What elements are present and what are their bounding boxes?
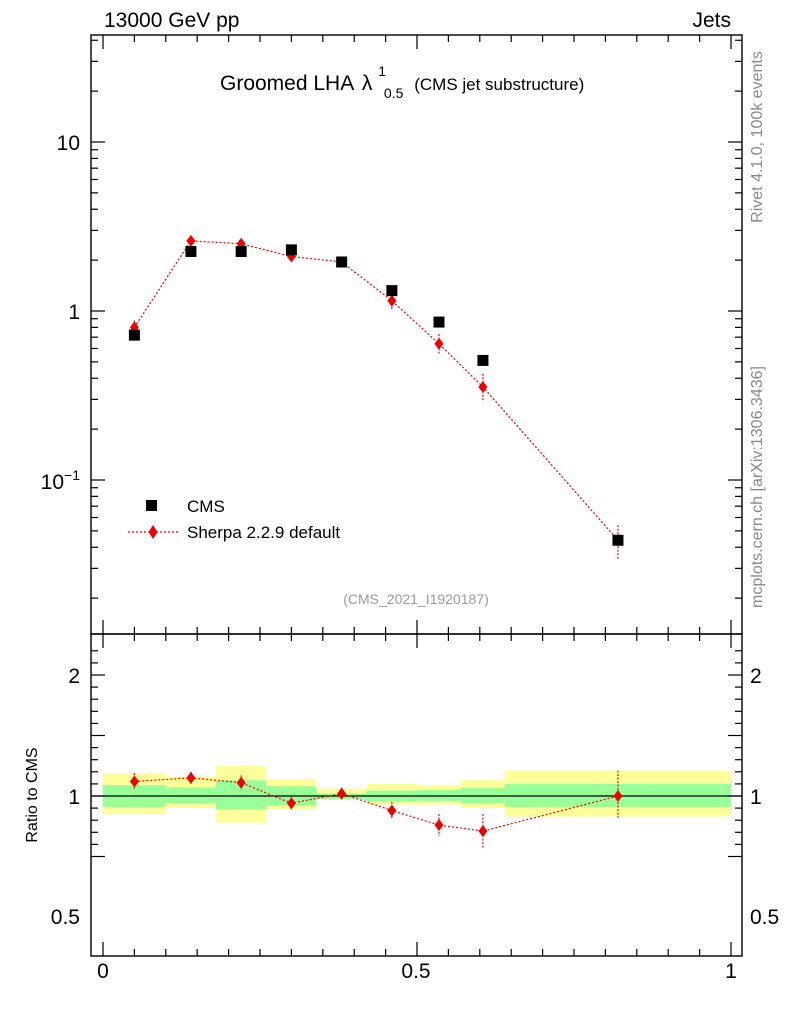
legend-cms-marker <box>146 500 157 511</box>
plot-title: Groomed LHA λ 1 0.5 (CMS jet substructur… <box>220 58 584 103</box>
xtick-label-1: 1 <box>725 960 737 983</box>
main-plot-marks <box>128 234 624 560</box>
svg-text:10−1: 10−1 <box>41 467 81 494</box>
xtick-label-0.5: 0.5 <box>401 960 430 983</box>
ratio-ytick-label-right-2: 2 <box>750 665 762 688</box>
cms-point-0 <box>128 329 140 341</box>
main-ytick-label-10: 10 <box>57 132 80 155</box>
ratio-error-bands <box>103 765 731 823</box>
ratio-ytick-label-right-0.5: 0.5 <box>750 906 779 929</box>
analysis-id: (CMS_2021_I1920187) <box>343 591 489 607</box>
cms-point-8 <box>612 534 624 546</box>
ratio-point-0 <box>129 775 139 788</box>
main-plot-frame <box>90 34 743 635</box>
plot-title-sup: 1 <box>378 63 386 79</box>
ratio-ylabel: Ratio to CMS <box>24 747 41 842</box>
ratio-point-5 <box>387 804 397 817</box>
ratio-ytick-label-right-1: 1 <box>750 786 762 809</box>
sherpa-point-7 <box>478 381 488 394</box>
ratio-plot-marks <box>129 770 623 849</box>
sherpa-point-3 <box>286 250 296 263</box>
sherpa-point-1 <box>186 234 196 247</box>
cms-point-7 <box>477 354 489 366</box>
ratio-point-2 <box>236 776 246 789</box>
ratio-point-8 <box>613 790 623 802</box>
ratio-point-3 <box>286 797 296 810</box>
plot-title-sub: 0.5 <box>384 85 404 101</box>
plot-title-main: Groomed LHA <box>220 72 354 95</box>
cms-point-3 <box>285 244 297 256</box>
plot-title-lambda: λ <box>362 72 373 95</box>
ratio-ytick-label-1: 1 <box>68 786 80 809</box>
sherpa-point-6 <box>434 337 444 350</box>
ratio-point-4 <box>337 787 347 800</box>
sherpa-line <box>133 240 619 541</box>
cms-point-2 <box>235 245 247 257</box>
mcplots-label: mcplots.cern.ch [arXiv:1306.3436] <box>749 366 766 608</box>
cms-point-5 <box>386 285 398 297</box>
rivet-label: Rivet 4.1.0, 100k events <box>749 51 766 223</box>
ratio-point-6 <box>434 819 444 832</box>
energy-label: 13000 GeV pp <box>104 9 239 32</box>
xtick-label-0: 0 <box>97 960 109 983</box>
ratio-stat-band-6 <box>417 789 461 801</box>
main-ytick-label-1: 1 <box>68 301 80 324</box>
ratio-point-1 <box>186 771 196 784</box>
cms-point-1 <box>185 245 197 257</box>
main-ytick-label-0.1: 10−1 <box>41 467 81 494</box>
sherpa-point-5 <box>387 294 397 307</box>
cms-point-4 <box>336 256 348 268</box>
ratio-point-7 <box>478 825 488 838</box>
legend-sherpa-label: Sherpa 2.2.9 default <box>187 523 340 542</box>
cms-point-6 <box>433 316 445 328</box>
process-label: Jets <box>692 9 731 32</box>
ratio-ytick-label-2: 2 <box>68 665 80 688</box>
legend-sherpa-marker <box>148 525 158 539</box>
plot-title-suffix: (CMS jet substructure) <box>414 75 584 94</box>
legend-cms-label: CMS <box>187 497 225 516</box>
ratio-ytick-label-0.5: 0.5 <box>51 906 80 929</box>
ratio-stat-band-1 <box>165 787 217 804</box>
axis-ticks <box>91 35 742 956</box>
